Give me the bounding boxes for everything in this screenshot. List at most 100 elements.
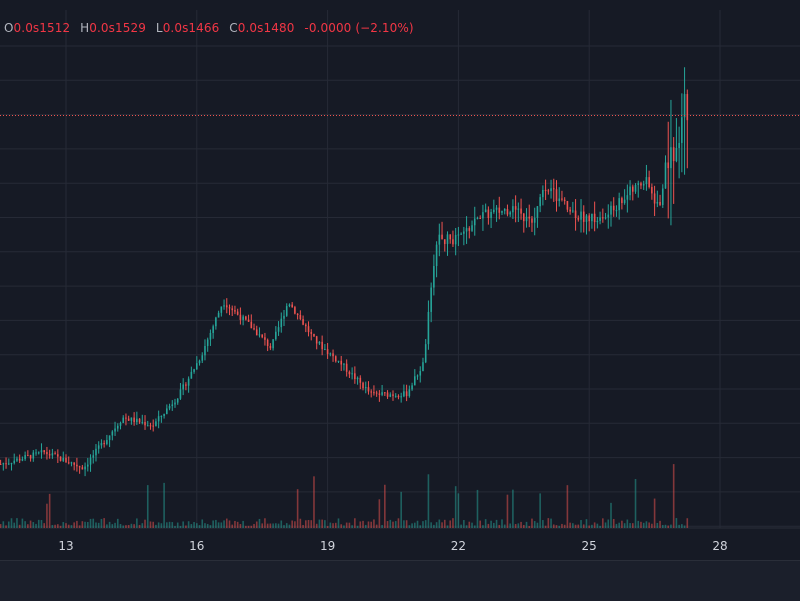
volume-bar [400,491,402,528]
volume-bar [18,524,21,528]
volume-bar [141,523,144,528]
volume-bar [296,489,299,528]
candle-body [552,188,555,190]
volume-bar [114,522,116,528]
volume-bar [13,522,16,528]
close-value: 0.0s1480 [237,21,295,35]
candle-body [119,422,122,426]
candle-body [294,307,296,314]
candle-body [187,378,190,386]
volume-bar [585,519,588,528]
candle-body [242,316,244,320]
volume-bar [261,523,263,528]
volume-bar [5,525,7,528]
volume-bar [329,522,332,528]
volume-bar [97,522,100,528]
volume-bar [351,525,353,528]
volume-bar [443,519,446,528]
volume-bar [403,520,405,528]
volume-bar [100,518,103,528]
volume-bar [258,518,261,528]
volume-bar [517,523,520,528]
candle-body [629,186,631,196]
candle-body [220,306,223,313]
candle-body [523,213,525,222]
candle-body [558,198,561,202]
candle-body [299,315,302,320]
volume-bar [103,518,105,528]
volume-bar [122,525,125,528]
candle-body [438,234,441,245]
candle-body [206,339,209,346]
volume-bar [648,522,650,528]
candle-body [375,392,378,394]
candle-body [632,186,634,192]
volume-bar [476,489,479,528]
candle-body [2,463,5,465]
candle-body [305,324,307,327]
volume-bar [389,519,392,528]
volume-bar [621,520,623,528]
candle-body [280,318,283,328]
volume-bar [144,519,146,528]
volume-bar [234,520,236,528]
candle-body [18,458,21,461]
volume-bar [422,521,424,528]
volume-bar [626,519,629,528]
volume-bar [307,519,310,528]
volume-bar [362,520,364,528]
volume-bar [651,523,653,528]
candle-body [326,349,329,354]
volume-bar [384,484,386,528]
volume-bar [411,523,413,528]
candle-body [198,360,201,364]
volume-bar [168,521,171,528]
candle-body [670,147,672,169]
candle-body [174,402,176,405]
candle-body [661,188,664,205]
candle-body [645,177,648,185]
candle-body [484,209,487,213]
candle-body [563,199,566,202]
candle-body [517,208,520,210]
volume-bar [67,524,70,528]
candle-body [21,459,24,461]
volume-bar [416,520,419,528]
candle-body [32,452,35,459]
volume-bar [305,520,307,528]
candle-body [108,435,111,440]
candle-body [476,218,479,220]
volume-bar [87,522,89,528]
volume-bar [550,518,552,528]
volume-bar [340,524,343,528]
volume-bar [247,525,250,528]
volume-bar [672,464,675,528]
volume-bar [313,476,315,528]
candle-body [54,453,56,455]
candle-body [168,406,171,409]
candle-body [92,455,95,458]
candle-body [512,206,514,213]
candle-body [313,333,315,337]
volume-bar [544,525,547,528]
volume-bar [552,524,555,528]
candle-body [473,218,476,226]
candle-body [490,211,492,218]
volume-bar [424,520,427,528]
candle-body [116,425,119,429]
candle-body [547,190,550,192]
volume-bar [152,521,154,528]
candle-body [495,207,498,210]
candle-body [87,464,89,467]
candle-body [307,326,310,333]
volume-bar [40,520,43,528]
volume-bar [359,521,362,528]
volume-bar [373,519,375,528]
candle-body [604,217,607,219]
volume-bar [116,518,119,528]
volume-bar [493,522,495,528]
candle-body [13,460,16,464]
volume-bar [533,521,536,528]
volume-bar [155,524,157,528]
